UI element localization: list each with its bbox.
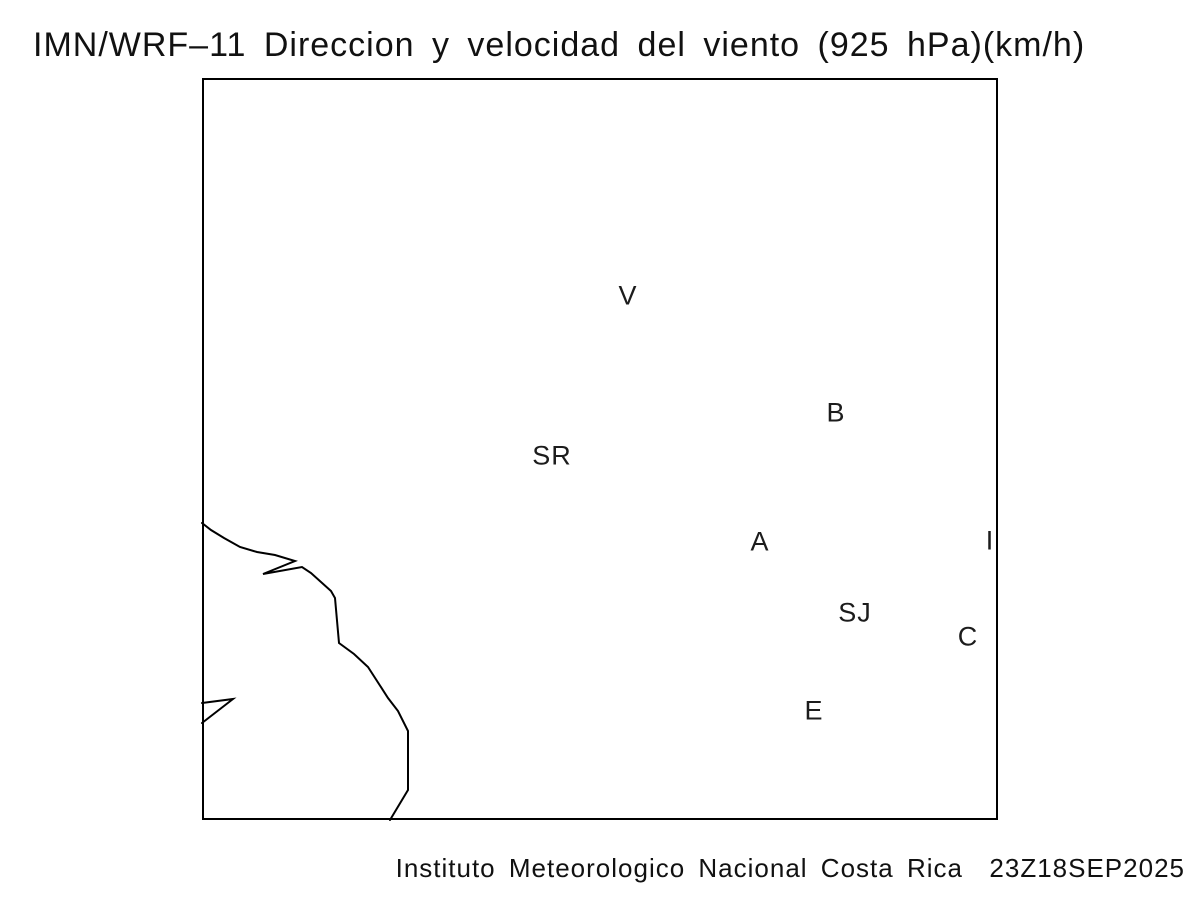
- map-frame: [202, 78, 998, 820]
- station-label-B: B: [826, 397, 846, 428]
- station-label-E: E: [804, 695, 824, 726]
- station-label-A: A: [750, 526, 770, 557]
- credit-line: Instituto Meteorologico Nacional Costa R…: [395, 853, 1185, 883]
- station-label-SR: SR: [532, 440, 572, 471]
- station-label-I: I: [985, 525, 995, 556]
- map-title: IMN/WRF–11 Direccion y velocidad del vie…: [33, 26, 1086, 64]
- station-label-V: V: [618, 280, 638, 311]
- station-label-SJ: SJ: [838, 597, 872, 628]
- station-label-C: C: [957, 621, 979, 652]
